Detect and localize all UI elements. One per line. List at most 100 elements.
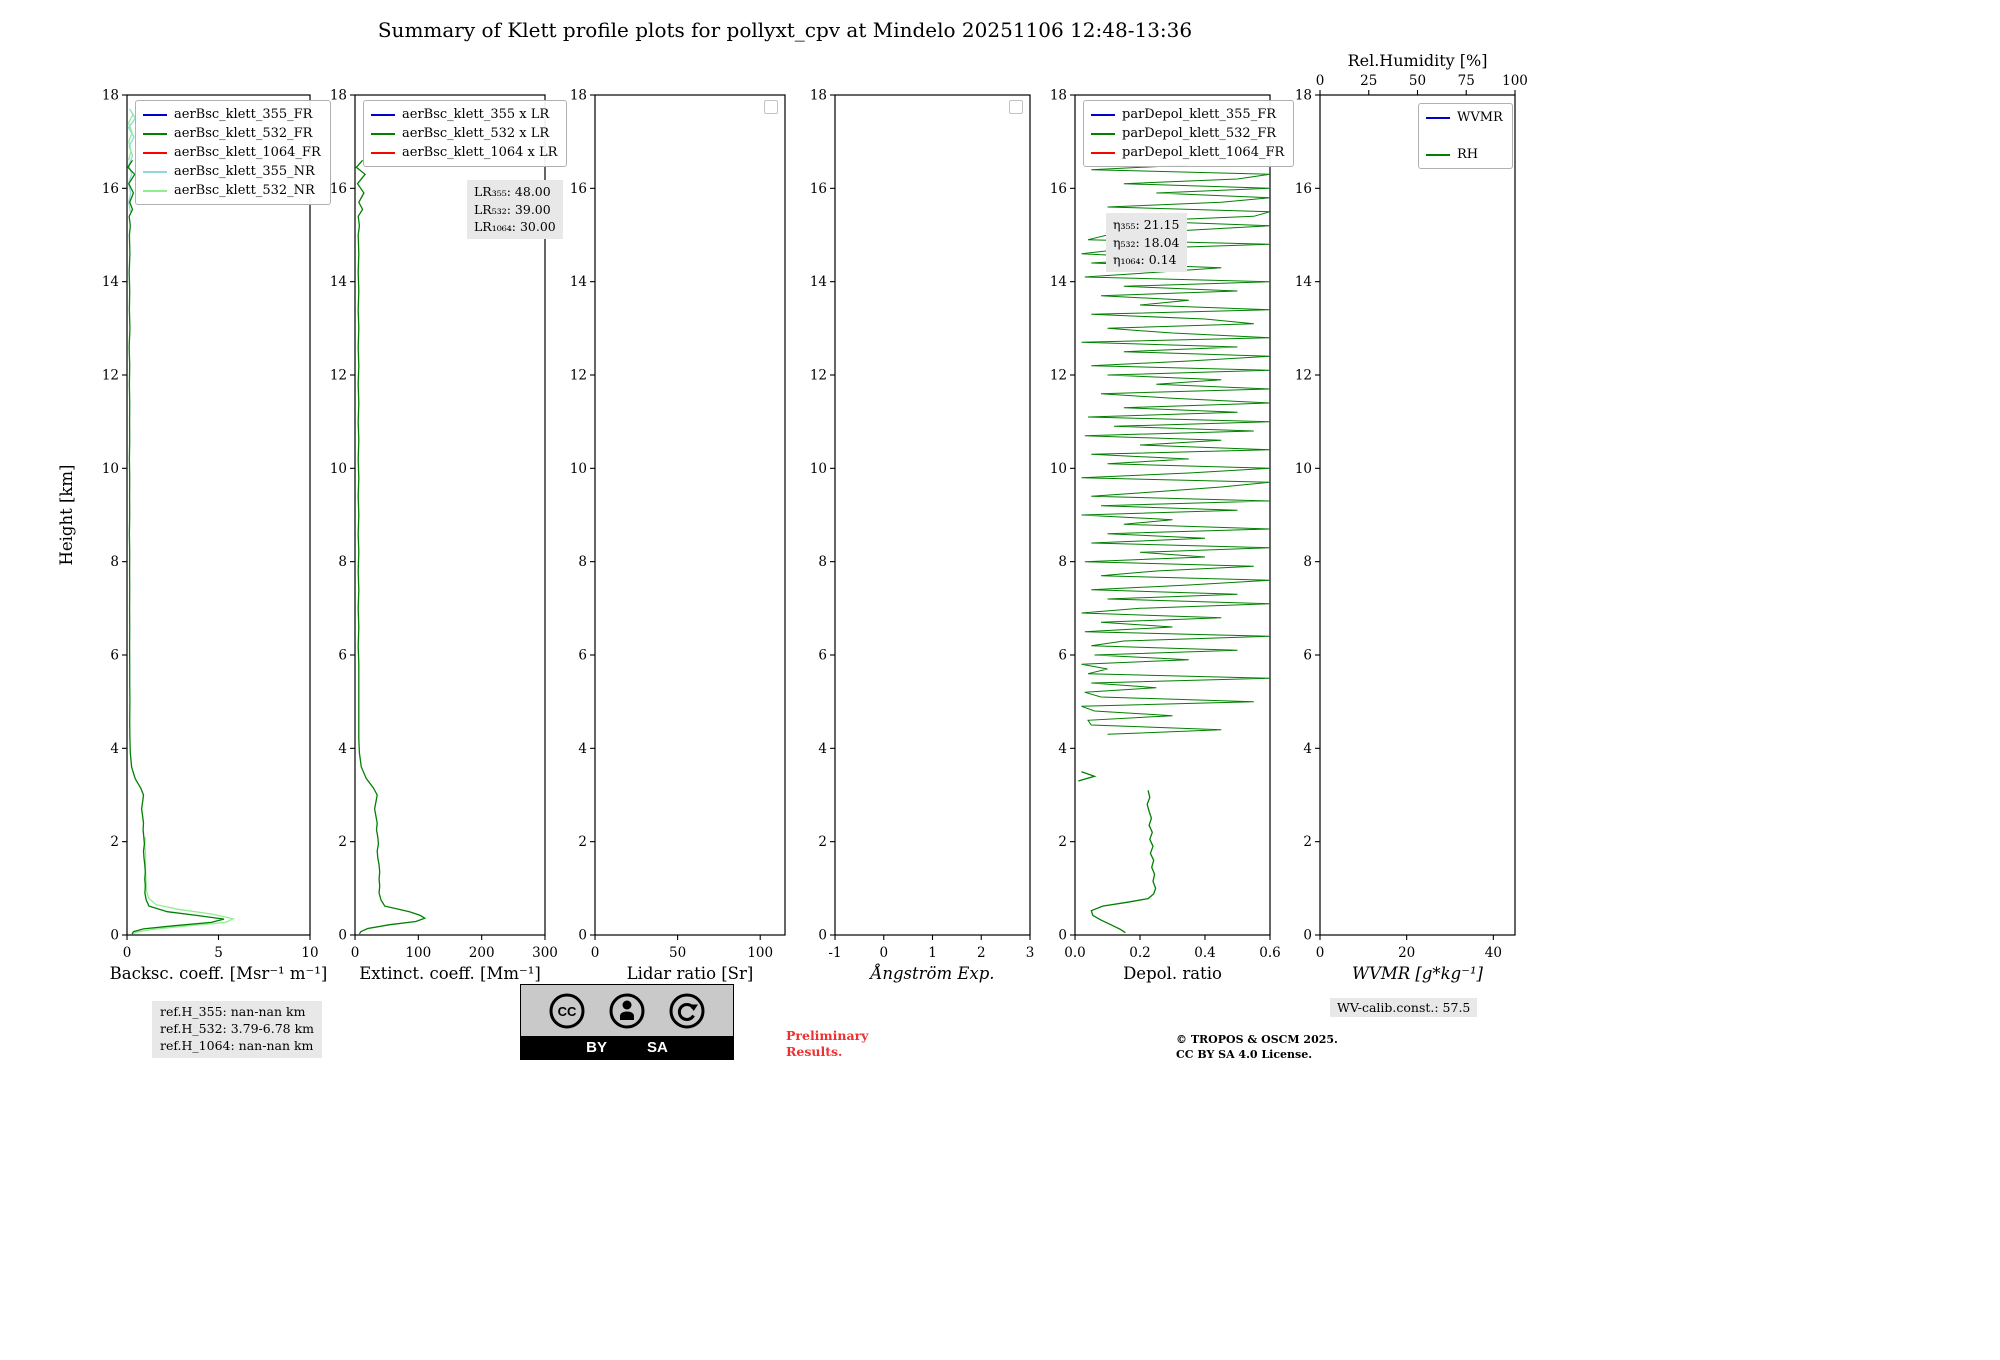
y-tick-label: 8 <box>1303 554 1312 570</box>
y-tick-label: 14 <box>1050 274 1067 290</box>
y-tick-label: 2 <box>110 834 119 850</box>
y-tick-label: 2 <box>1058 834 1067 850</box>
legend-line-icon <box>1426 116 1450 119</box>
wv-calibration-annotation: WV-calib.const.: 57.5 <box>1330 998 1478 1017</box>
text-line: Results. <box>786 1043 843 1059</box>
legend-label: aerBsc_klett_355_FR <box>174 107 313 122</box>
x-axis-label: Depol. ratio <box>1123 964 1222 983</box>
x-axis-label: Lidar ratio [Sr] <box>627 964 754 983</box>
series-parDepol_klett_532_FR_low <box>1090 790 1157 934</box>
x-tick-label: 0 <box>123 945 132 961</box>
legend-wvmr: WVMR RH <box>1418 103 1513 169</box>
text-line: ref.H_1064: nan-nan km <box>160 1037 314 1053</box>
svg-text:CC: CC <box>558 1004 577 1019</box>
plot-frame <box>1319 94 1516 936</box>
legend-entry: aerBsc_klett_355_NR <box>143 162 321 181</box>
series-aerBsc_klett_532_NR <box>133 836 236 935</box>
panel-backscatter: 0 2 4 6 8 10 12 14 16 18 0 5 10 Backsc. coeff. [Msr⁻¹… <box>102 88 328 984</box>
legend-line-icon <box>143 113 167 116</box>
x-tick-label: 0.2 <box>1129 945 1150 961</box>
y-tick-label: 18 <box>810 88 827 104</box>
y-tick-label: 14 <box>810 274 827 290</box>
y-tick-label: 0 <box>1303 928 1312 944</box>
y-tick-label: 18 <box>1050 88 1067 104</box>
x-tick-label: 5 <box>214 945 223 961</box>
empty-legend-box <box>764 100 778 114</box>
y-tick-label: 4 <box>578 741 587 757</box>
x-tick-label: 0.0 <box>1064 945 1085 961</box>
plot-frame <box>1074 94 1271 936</box>
extinction-annotation: LR₃₅₅: 48.00 LR₅₃₂: 39.00 LR₁₀₆₄: 30.00 <box>467 180 563 239</box>
y-tick-label: 16 <box>1050 181 1067 197</box>
y-tick-label: 10 <box>810 461 827 477</box>
text-line: η₅₃₂: 18.04 <box>1113 234 1180 250</box>
cc-by-label: BY <box>586 1039 607 1056</box>
legend-entry: aerBsc_klett_1064_FR <box>143 143 321 162</box>
text-line: © TROPOS & OSCM 2025. <box>1176 1033 1338 1046</box>
x-tick-label: 300 <box>532 945 558 961</box>
y-tick-label: 4 <box>338 741 347 757</box>
legend-entry: parDepol_klett_532_FR <box>1091 124 1284 143</box>
x-tick-label: 100 <box>405 945 431 961</box>
x-tick-label: 200 <box>469 945 495 961</box>
legend-label: aerBsc_klett_532_FR <box>174 126 313 141</box>
y-tick-label: 12 <box>810 368 827 384</box>
legend-extinction: aerBsc_klett_355 x LR aerBsc_klett_532 x … <box>363 100 568 167</box>
x-axis-label: Ångström Exp. <box>868 963 994 983</box>
x-tick-label: -1 <box>828 945 841 961</box>
y-tick-label: 6 <box>338 648 347 664</box>
y-tick-label: 18 <box>330 88 347 104</box>
y-tick-label: 2 <box>818 834 827 850</box>
cc-icon-row: CC <box>521 985 733 1037</box>
y-tick-label: 0 <box>818 928 827 944</box>
y-tick-label: 8 <box>110 554 119 570</box>
y-tick-label: 0 <box>110 928 119 944</box>
y-tick-label: 16 <box>102 181 119 197</box>
y-tick-label: 12 <box>1050 368 1067 384</box>
plot-frame <box>594 94 786 936</box>
top-tick-label: 0 <box>1316 73 1325 89</box>
preliminary-results-note: Preliminary Results. <box>786 1028 868 1059</box>
cc-icon: CC <box>549 993 585 1029</box>
y-tick-label: 12 <box>570 368 587 384</box>
legend-label: WVMR <box>1457 110 1503 125</box>
y-tick-label: 4 <box>110 741 119 757</box>
legend-label: parDepol_klett_1064_FR <box>1122 145 1285 160</box>
y-tick-label: 2 <box>338 834 347 850</box>
y-tick-label: 18 <box>1295 88 1312 104</box>
legend-entry: parDepol_klett_355_FR <box>1091 105 1284 124</box>
legend-label: aerBsc_klett_355_NR <box>174 164 315 179</box>
y-tick-label: 14 <box>1295 274 1312 290</box>
y-tick-label: 10 <box>1295 461 1312 477</box>
y-tick-label: 16 <box>1295 181 1312 197</box>
y-tick-label: 18 <box>570 88 587 104</box>
y-tick-label: 16 <box>330 181 347 197</box>
page-title: Summary of Klett profile plots for polly… <box>377 18 1193 42</box>
y-tick-label: 10 <box>330 461 347 477</box>
legend-entry: WVMR <box>1426 108 1503 127</box>
legend-line-icon <box>371 132 395 135</box>
series-parDepol_klett_532_FR_spur <box>1078 771 1097 782</box>
legend-entry: aerBsc_klett_532_FR <box>143 124 321 143</box>
legend-entry: aerBsc_klett_1064 x LR <box>371 143 557 162</box>
legend-line-icon <box>143 151 167 154</box>
y-tick-label: 8 <box>338 554 347 570</box>
legend-label: RH <box>1457 147 1479 162</box>
legend-depol-ratio: parDepol_klett_355_FR parDepol_klett_532_… <box>1083 100 1295 167</box>
x-tick-label: 3 <box>1026 945 1035 961</box>
series-aerBsc_klett_532_FR <box>127 159 225 935</box>
x-axis-label: Backsc. coeff. [Msr⁻¹ m⁻¹] <box>110 964 328 983</box>
text-line: η₁₀₆₄: 0.14 <box>1113 252 1177 267</box>
share-alike-icon <box>669 993 705 1029</box>
legend-line-icon <box>371 151 395 154</box>
text-line: CC BY SA 4.0 License. <box>1176 1047 1313 1061</box>
y-tick-label: 16 <box>810 181 827 197</box>
x-tick-label: 50 <box>669 945 686 961</box>
legend-entry: parDepol_klett_1064_FR <box>1091 143 1284 162</box>
x-tick-label: 40 <box>1485 945 1502 961</box>
y-tick-label: 0 <box>578 928 587 944</box>
legend-line-icon <box>1091 151 1115 154</box>
x-tick-label: 20 <box>1398 945 1415 961</box>
